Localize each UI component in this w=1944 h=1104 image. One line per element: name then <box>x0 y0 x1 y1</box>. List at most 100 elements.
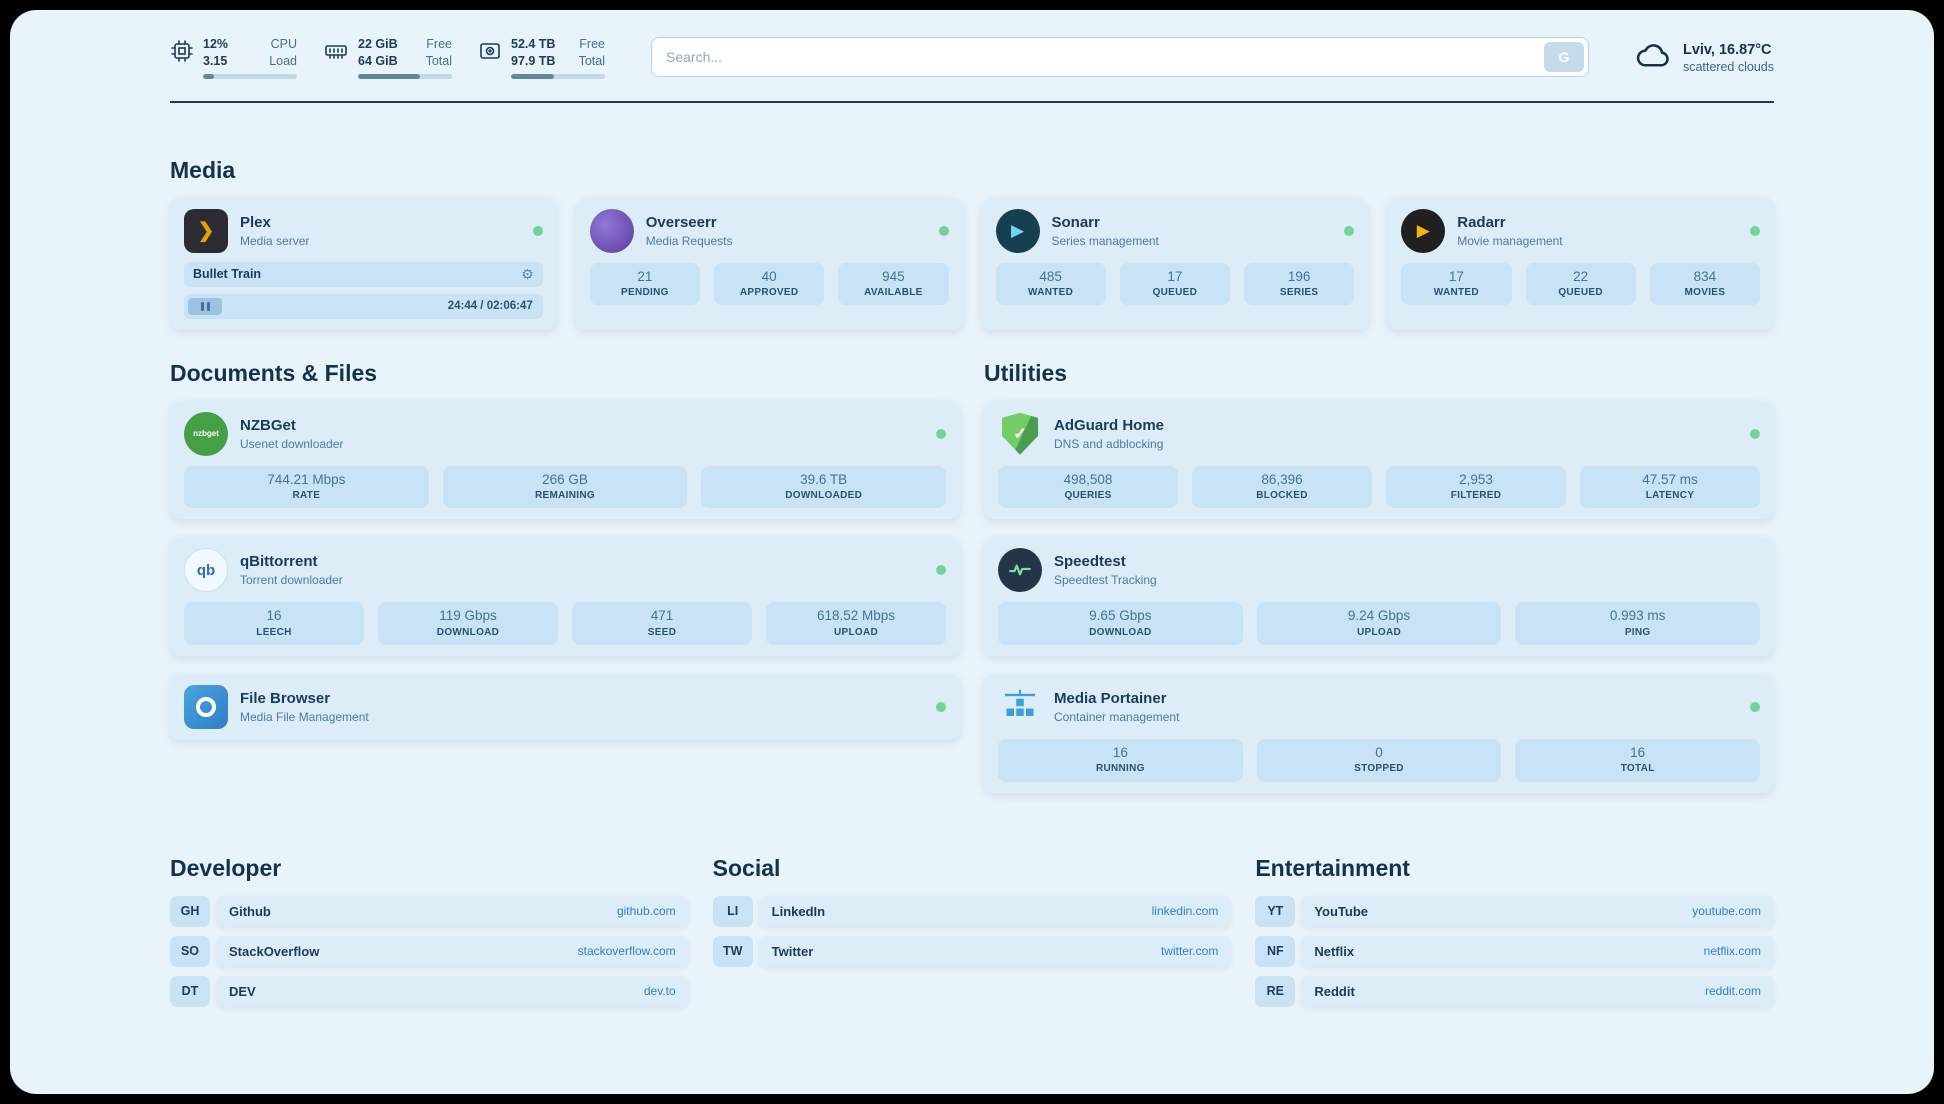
bookmark-linkedin[interactable]: LI LinkedIn linkedin.com <box>712 895 1232 927</box>
service-name: Speedtest <box>1054 553 1126 571</box>
playback-time: 24:44 / 02:06:47 <box>447 300 533 313</box>
bookmark-url[interactable]: twitter.com <box>1160 944 1219 959</box>
bookmark-abbr: GH <box>170 895 210 927</box>
nzbget-icon: nzbget <box>184 411 228 456</box>
documents-section-title: Documents & Files <box>170 359 378 386</box>
bookmark-netflix[interactable]: NF Netflix netflix.com <box>1255 935 1774 967</box>
service-card-speedtest[interactable]: Speedtest Speedtest Tracking 9.65 Gbps DO… <box>984 537 1774 657</box>
service-desc: DNS and adblocking <box>1054 436 1164 451</box>
status-dot <box>936 428 946 439</box>
topbar: 12% CPU 3.15 Load 22 GiB Free 64 GiB Total <box>170 36 1774 79</box>
service-name: qBittorrent <box>240 553 318 571</box>
service-card-radarr[interactable]: ▶ Radarr Movie management 17 WANTED 22 QUE… <box>1387 197 1774 330</box>
weather-condition: scattered clouds <box>1682 59 1774 74</box>
bookmark-twitter[interactable]: TW Twitter twitter.com <box>712 935 1232 967</box>
service-desc: Torrent downloader <box>240 573 343 588</box>
service-desc: Movie management <box>1457 233 1563 248</box>
service-card-nzbget[interactable]: nzbget NZBGet Usenet downloader 744.21 M… <box>170 400 960 520</box>
bookmark-name: Reddit <box>1314 983 1355 999</box>
service-card-overseerr[interactable]: Overseerr Media Requests 21 PENDING 40 APP… <box>575 197 963 330</box>
bookmark-url[interactable]: linkedin.com <box>1151 904 1219 919</box>
weather-location: Lviv, 16.87°C <box>1682 41 1772 58</box>
status-dot <box>1750 428 1760 439</box>
service-desc: Usenet downloader <box>240 436 344 451</box>
status-dot <box>1750 702 1760 713</box>
qbittorrent-icon: qb <box>184 548 228 593</box>
disk-icon <box>478 39 502 68</box>
player-progress-bar[interactable]: 24:44 / 02:06:47 <box>184 293 543 319</box>
service-desc: Series management <box>1051 233 1159 248</box>
disk-free-value: 52.4 TB <box>511 37 556 51</box>
bookmark-name: YouTube <box>1314 903 1369 919</box>
disk-free-label: Free <box>579 37 605 51</box>
sonarr-icon: ▶ <box>995 208 1040 253</box>
bookmark-github[interactable]: GH Github github.com <box>170 895 689 927</box>
stat-box: 17 WANTED <box>1401 262 1512 306</box>
service-desc: Container management <box>1054 709 1180 724</box>
section-social: Social LI LinkedIn linkedin.com TW Twitte… <box>712 855 1232 976</box>
status-dot <box>1750 225 1760 236</box>
stat-box: 498,508 QUERIES <box>998 465 1178 509</box>
bookmark-dev[interactable]: DT DEV dev.to <box>170 975 689 1007</box>
bookmark-name: Netflix <box>1314 943 1355 959</box>
service-card-qbittorrent[interactable]: qb qBittorrent Torrent downloader 16 LEEC… <box>170 537 960 657</box>
search-engine-button[interactable]: G <box>1543 42 1584 73</box>
cpu-load-label: Load <box>269 53 297 68</box>
service-name: Sonarr <box>1051 213 1100 231</box>
bookmark-url[interactable]: reddit.com <box>1704 984 1761 999</box>
bookmark-name: LinkedIn <box>771 903 826 919</box>
bookmark-abbr: SO <box>170 935 210 967</box>
bookmark-name: DEV <box>229 983 256 999</box>
service-card-filebrowser[interactable]: File Browser Media File Management <box>170 674 960 741</box>
filebrowser-icon <box>184 685 228 730</box>
now-playing-title: Bullet Train <box>193 267 262 282</box>
bookmark-abbr: RE <box>1255 975 1296 1007</box>
bookmark-url[interactable]: dev.to <box>643 984 676 999</box>
service-desc: Speedtest Tracking <box>1054 573 1157 588</box>
bookmark-url[interactable]: github.com <box>616 904 676 919</box>
gear-icon[interactable]: ⚙ <box>521 266 534 283</box>
service-card-adguard[interactable]: ✓ AdGuard Home DNS and adblocking 498,50… <box>984 400 1774 520</box>
weather-widget: Lviv, 16.87°C scattered clouds <box>1635 39 1774 76</box>
cpu-progress-bar <box>203 73 297 79</box>
section-utilities: Utilities ✓ AdGuard Home DNS and adblock… <box>984 360 1774 793</box>
resource-widgets: 12% CPU 3.15 Load 22 GiB Free 64 GiB Total <box>170 36 605 79</box>
cpu-label: CPU <box>270 37 297 51</box>
stat-box: 744.21 Mbps RATE <box>184 465 429 509</box>
pause-button[interactable] <box>188 297 222 315</box>
bookmark-abbr: YT <box>1255 895 1296 927</box>
bookmark-abbr: TW <box>712 935 753 967</box>
ram-total-label: Total <box>425 53 452 68</box>
service-name: Radarr <box>1457 213 1506 231</box>
bookmark-abbr: DT <box>170 975 210 1007</box>
bookmark-youtube[interactable]: YT YouTube youtube.com <box>1255 895 1774 927</box>
plex-icon: ❯ <box>184 208 228 253</box>
bookmark-url[interactable]: youtube.com <box>1692 904 1761 919</box>
pause-icon <box>200 301 204 311</box>
status-dot <box>936 565 946 576</box>
service-card-portainer[interactable]: Media Portainer Container management 16 R… <box>984 674 1774 793</box>
stat-box: 39.6 TB DOWNLOADED <box>701 465 946 509</box>
cpu-value: 12% <box>203 37 229 51</box>
stat-box: 47.57 ms LATENCY <box>1580 465 1760 509</box>
ram-free-label: Free <box>426 37 452 51</box>
service-card-plex[interactable]: ❯ Plex Media server Bullet Train ⚙ <box>170 197 557 330</box>
bookmark-abbr: LI <box>712 895 753 927</box>
status-dot <box>1344 225 1355 236</box>
bookmark-stackoverflow[interactable]: SO StackOverflow stackoverflow.com <box>170 935 689 967</box>
portainer-icon <box>998 685 1042 729</box>
radarr-icon: ▶ <box>1401 208 1446 253</box>
service-name: NZBGet <box>240 416 296 434</box>
bookmark-name: Twitter <box>771 943 814 959</box>
stat-box: 16 LEECH <box>184 602 364 646</box>
search-input[interactable] <box>651 37 1589 78</box>
developer-section-title: Developer <box>170 854 282 881</box>
service-card-sonarr[interactable]: ▶ Sonarr Series management 485 WANTED 17 Q… <box>981 197 1369 330</box>
bookmark-url[interactable]: netflix.com <box>1703 944 1761 959</box>
service-desc: Media Requests <box>645 233 733 248</box>
stat-box: 834 MOVIES <box>1649 262 1760 306</box>
stat-box: 618.52 Mbps UPLOAD <box>766 602 946 646</box>
bookmark-reddit[interactable]: RE Reddit reddit.com <box>1255 975 1774 1007</box>
bookmark-url[interactable]: stackoverflow.com <box>577 944 676 959</box>
stat-box: 9.65 Gbps DOWNLOAD <box>998 602 1243 646</box>
